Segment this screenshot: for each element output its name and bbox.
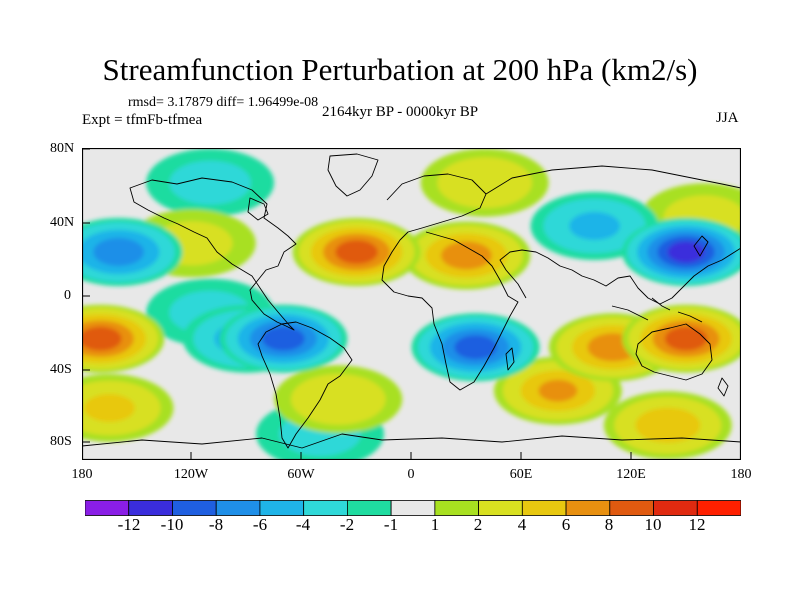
anomaly-contour bbox=[341, 243, 372, 261]
coastline-europe-africa bbox=[381, 173, 519, 391]
anomaly-center bbox=[292, 218, 421, 286]
lat-tick-40n: 40N bbox=[50, 215, 75, 230]
coastline-australia bbox=[635, 323, 713, 381]
colorbar-swatch bbox=[653, 500, 698, 516]
streamfunction-map bbox=[82, 148, 741, 460]
colorbar-label: -6 bbox=[252, 515, 268, 534]
lat-tick-0: 0 bbox=[64, 288, 71, 303]
anomaly-contour bbox=[538, 379, 578, 402]
anomaly-contour bbox=[268, 330, 299, 348]
anomaly-center bbox=[622, 218, 741, 286]
colorbar-label: -12 bbox=[117, 515, 141, 534]
colorbar-label: -4 bbox=[295, 515, 311, 534]
anomaly-contour bbox=[85, 330, 116, 348]
colorbar-label: -10 bbox=[160, 515, 184, 534]
anomaly-contour bbox=[460, 338, 491, 356]
colorbar-swatch bbox=[346, 500, 392, 516]
colorbar-swatch bbox=[434, 500, 479, 516]
lon-tick-60e: 60E bbox=[509, 467, 533, 482]
lat-tick-80n: 80N bbox=[50, 141, 75, 156]
period-text: 2164kyr BP - 0000kyr BP bbox=[322, 104, 479, 120]
anomaly-contour bbox=[646, 413, 690, 438]
lon-tick-120e: 120E bbox=[616, 467, 646, 482]
colorbar-swatch bbox=[609, 500, 654, 516]
colorbar-swatch bbox=[85, 500, 130, 516]
coastline-new-zealand bbox=[717, 377, 729, 397]
colorbar-label: 1 bbox=[430, 515, 440, 534]
anomaly-center bbox=[82, 218, 183, 286]
anomaly-center bbox=[402, 221, 531, 290]
map-title: Streamfunction Perturbation at 200 hPa (… bbox=[102, 52, 698, 87]
lat-tick-40s: 40S bbox=[50, 362, 72, 377]
colorbar-swatch bbox=[521, 500, 567, 516]
colorbar-label: 6 bbox=[561, 515, 571, 534]
experiment-text: Expt = tfmFb-tfmea bbox=[82, 112, 203, 128]
colorbar-label: 10 bbox=[644, 515, 662, 534]
colorbar-swatch bbox=[303, 500, 348, 516]
colorbar bbox=[85, 500, 741, 516]
colorbar-label: -2 bbox=[339, 515, 355, 534]
colorbar-swatch bbox=[259, 500, 305, 516]
lon-tick-180e: 180 bbox=[730, 467, 752, 482]
anomaly-center bbox=[82, 304, 165, 373]
stats-text: rmsd= 3.17879 diff= 1.96499e-08 bbox=[128, 95, 319, 110]
colorbar-label: 8 bbox=[604, 515, 614, 534]
coastline-hudson-bay bbox=[247, 197, 269, 221]
anomaly-contour bbox=[670, 330, 702, 348]
colorbar-swatch bbox=[215, 500, 261, 516]
coastline-asia bbox=[485, 165, 741, 305]
colorbar-label: 2 bbox=[473, 515, 483, 534]
anomaly-center bbox=[603, 391, 732, 460]
anomaly-center bbox=[420, 148, 549, 217]
anomaly-contour bbox=[84, 394, 135, 422]
colorbar-label: -8 bbox=[208, 515, 224, 534]
season-label: JJA bbox=[716, 110, 739, 126]
coastline-antarctica bbox=[82, 433, 741, 449]
anomaly-center bbox=[146, 148, 275, 217]
anomaly-contour bbox=[448, 245, 484, 266]
colorbar-label: 12 bbox=[688, 515, 706, 534]
anomaly-contour bbox=[307, 382, 370, 417]
coastline-south-america bbox=[257, 321, 353, 449]
colorbar-label: 4 bbox=[517, 515, 527, 534]
colorbar-swatch bbox=[390, 500, 436, 516]
coastline-greenland bbox=[327, 153, 379, 197]
coastlines bbox=[82, 153, 741, 449]
anomaly-contour bbox=[569, 212, 620, 240]
coastline-indonesia bbox=[611, 297, 703, 323]
colorbar-swatch bbox=[478, 500, 523, 516]
coastline-north-america bbox=[129, 177, 297, 331]
lat-tick-80s: 80S bbox=[50, 434, 72, 449]
tick-marks bbox=[82, 148, 632, 460]
colorbar-swatch bbox=[128, 500, 173, 516]
colorbar-swatch bbox=[172, 500, 217, 516]
colorbar-swatch bbox=[565, 500, 611, 516]
anomaly-field bbox=[82, 148, 741, 460]
anomaly-contour bbox=[453, 165, 516, 200]
anomaly-contour bbox=[169, 160, 251, 205]
anomaly-center bbox=[219, 304, 348, 373]
anomaly-center bbox=[82, 374, 174, 442]
lon-tick-0: 0 bbox=[407, 467, 415, 482]
coastline-madagascar bbox=[505, 347, 515, 371]
colorbar-label: -1 bbox=[383, 515, 399, 534]
anomaly-center bbox=[274, 365, 403, 434]
colorbar-swatch bbox=[696, 500, 741, 516]
anomaly-center bbox=[411, 313, 540, 382]
coastline-japan bbox=[693, 235, 709, 257]
lon-tick-60w: 60W bbox=[287, 467, 315, 482]
anomaly-contour bbox=[672, 244, 700, 260]
anomaly-center bbox=[622, 304, 741, 373]
anomaly-contour bbox=[595, 337, 631, 358]
anomaly-contour bbox=[101, 242, 137, 262]
lon-tick-120w: 120W bbox=[173, 467, 209, 482]
lon-tick-180w: 180 bbox=[71, 467, 93, 482]
